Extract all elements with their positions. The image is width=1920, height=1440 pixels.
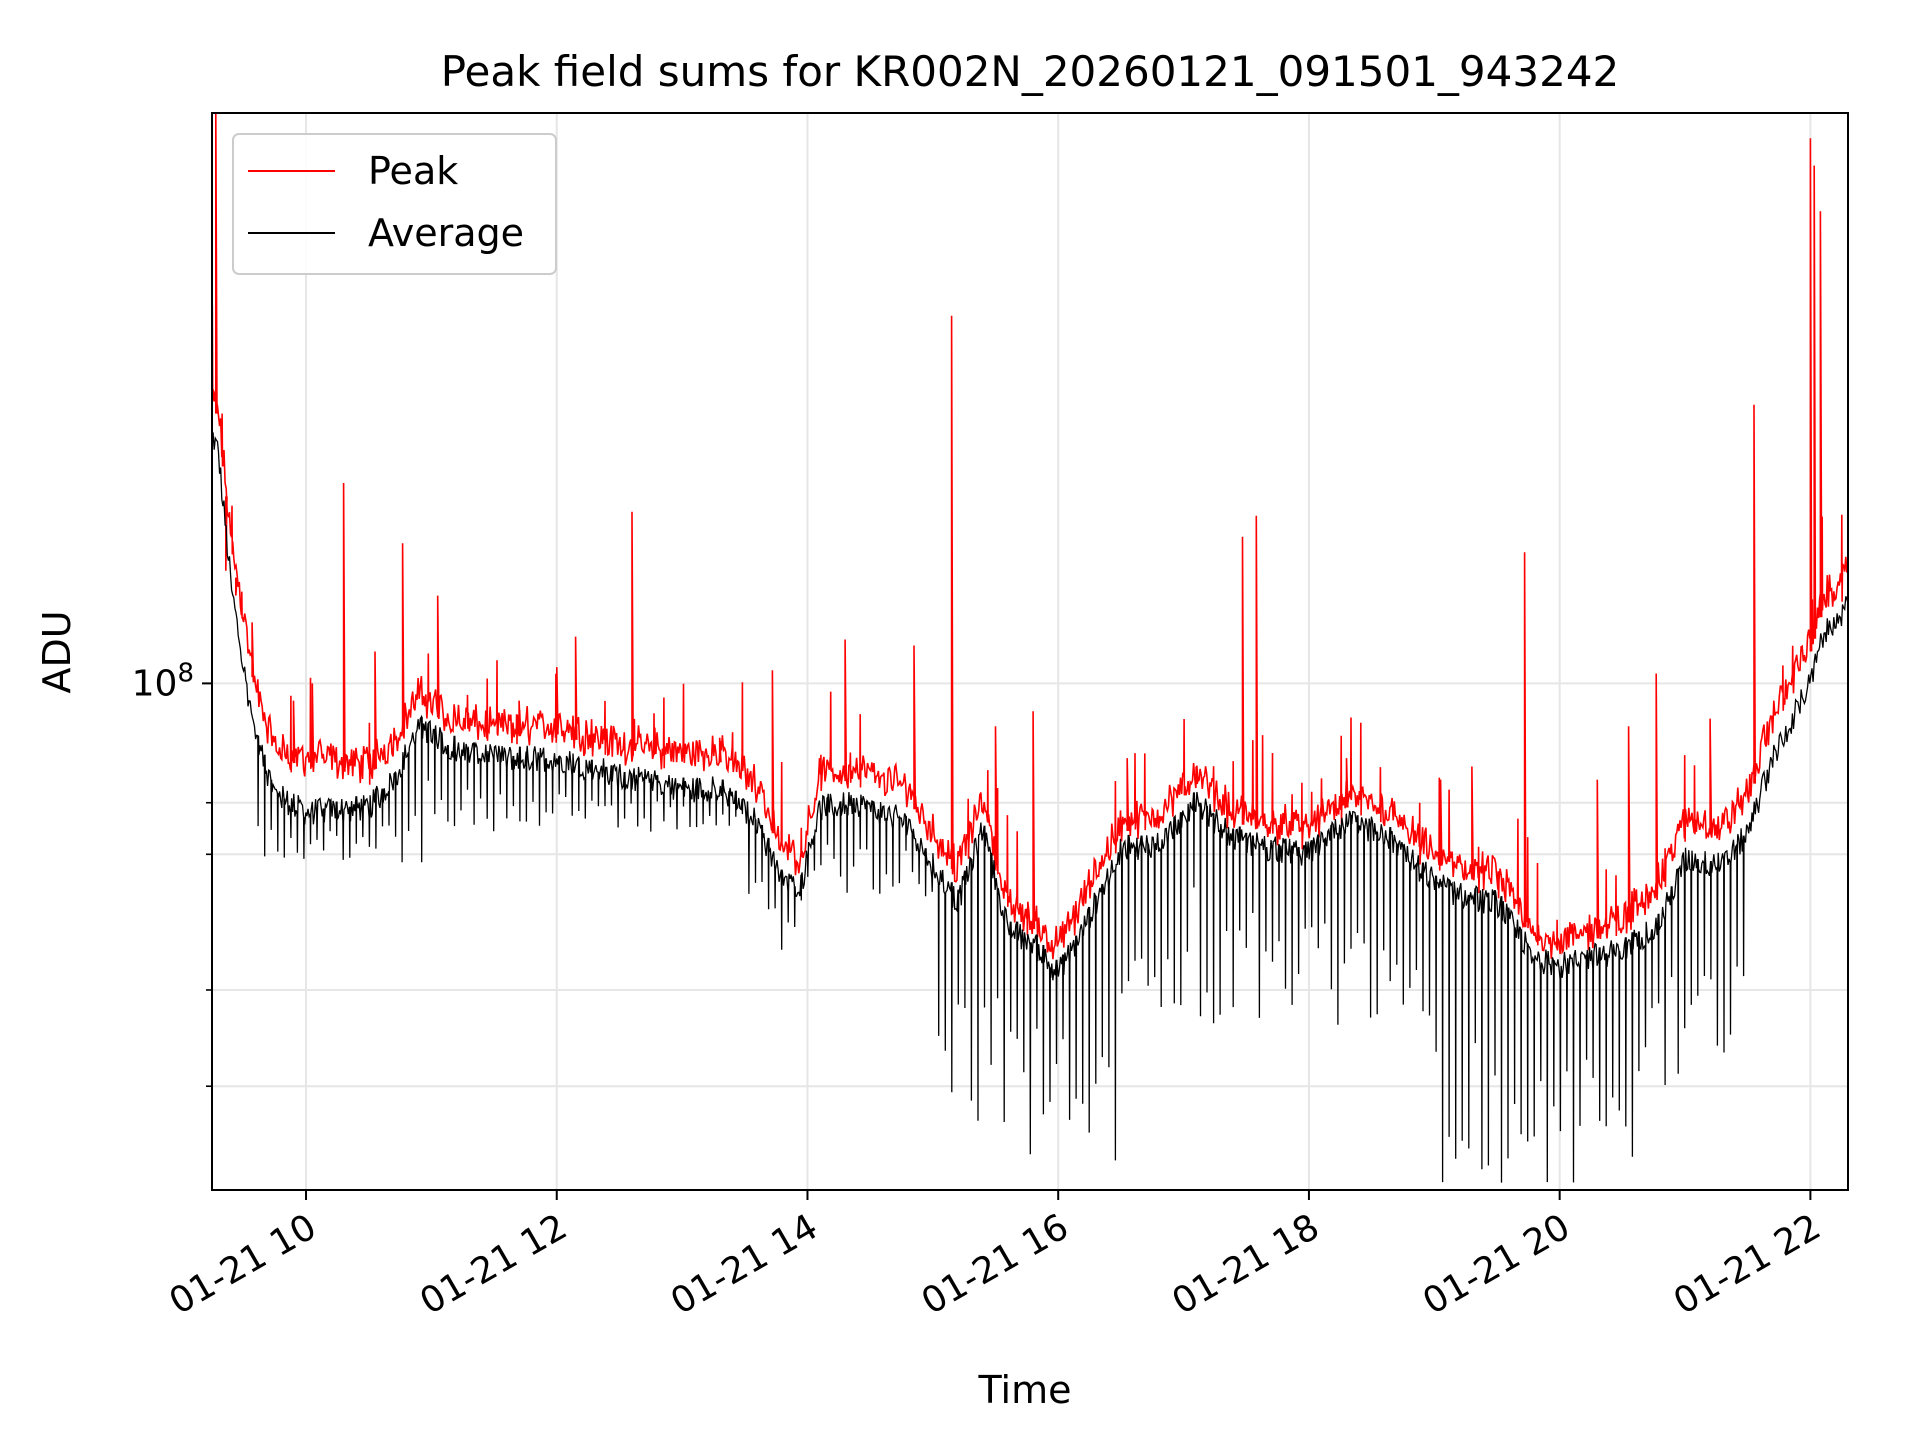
legend-label-average: Average bbox=[368, 211, 524, 255]
y-tick-label: 108 bbox=[132, 658, 194, 704]
y-axis-label: ADU bbox=[35, 610, 79, 693]
legend: Peak Average bbox=[232, 133, 557, 275]
y-axis: 108 bbox=[132, 658, 212, 1088]
series-average-line bbox=[212, 430, 1848, 1183]
legend-label-peak: Peak bbox=[368, 149, 458, 193]
series-peak-line bbox=[212, 113, 1848, 960]
chart-title: Peak field sums for KR002N_20260121_0915… bbox=[441, 47, 1620, 96]
x-axis-label: Time bbox=[978, 1368, 1072, 1412]
legend-box bbox=[232, 133, 557, 275]
plot-frame bbox=[211, 112, 1849, 1191]
plot-series bbox=[212, 113, 1848, 1183]
